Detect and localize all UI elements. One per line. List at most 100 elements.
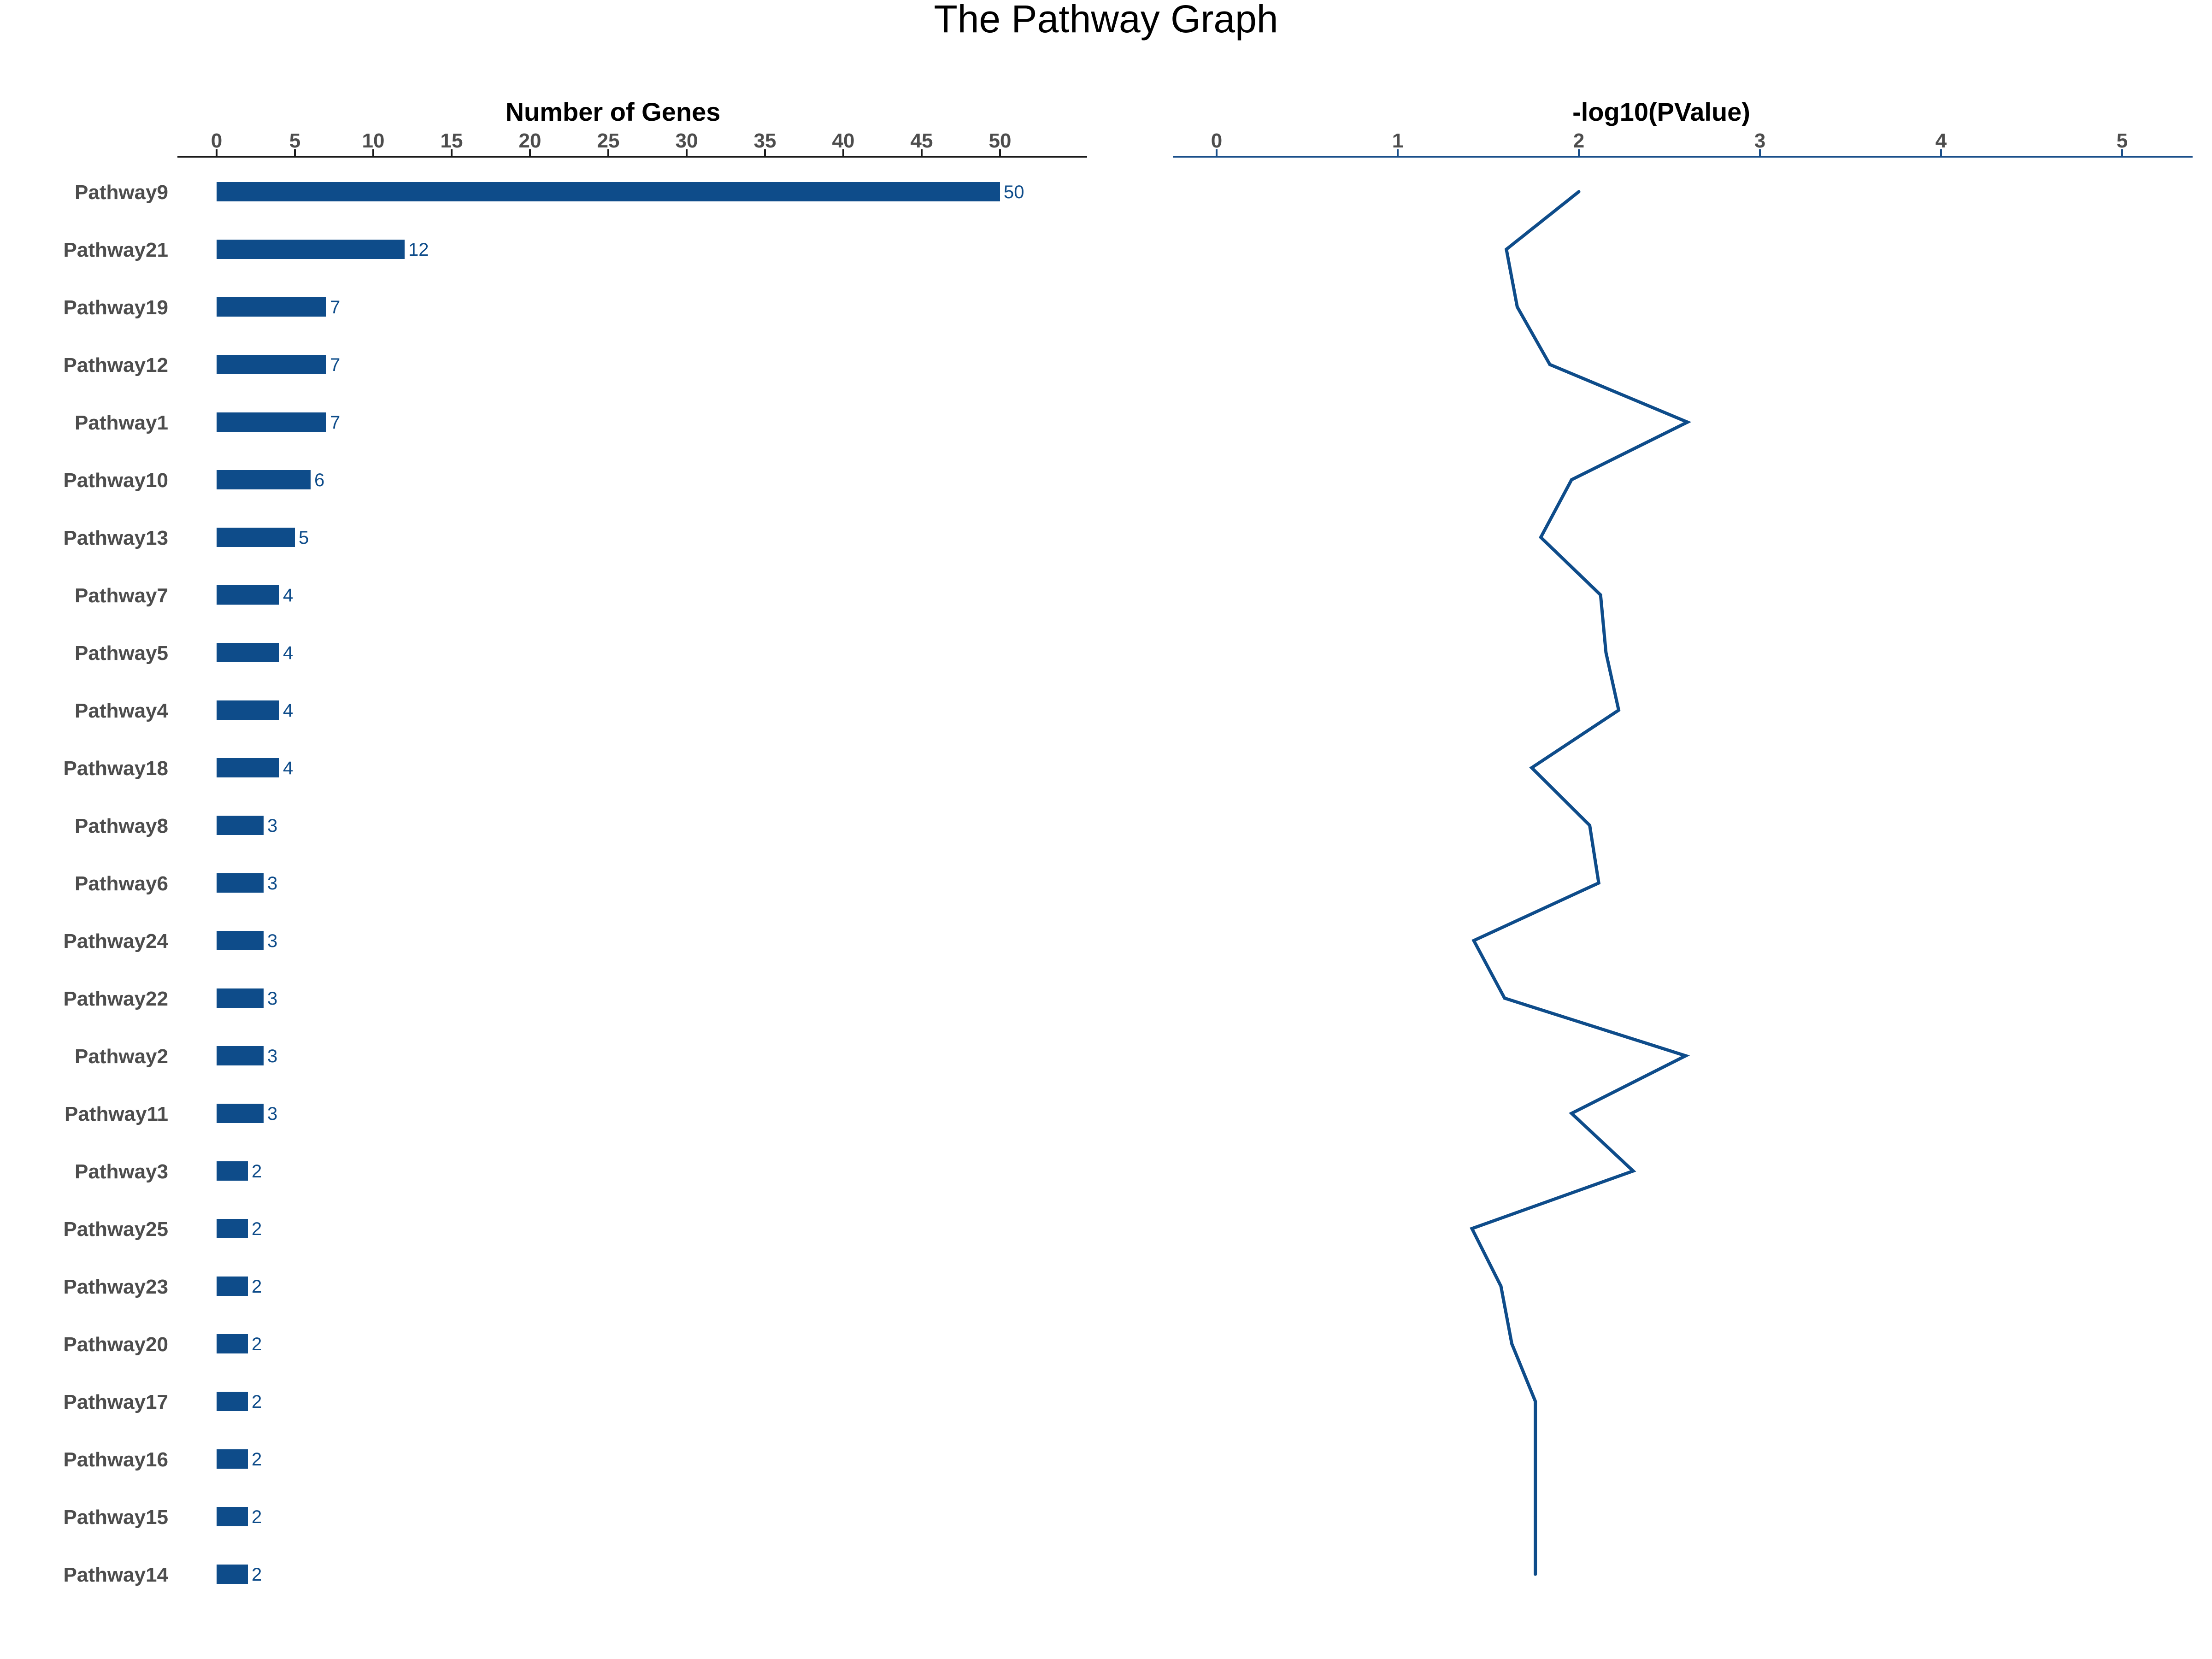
pvalue-point xyxy=(1499,1284,1503,1288)
category-label: Pathway7 xyxy=(75,584,168,607)
category-label: Pathway19 xyxy=(64,296,168,319)
bar-data-label: 12 xyxy=(408,240,429,260)
bar-data-label: 6 xyxy=(314,470,324,490)
bar-data-label: 3 xyxy=(267,988,277,1009)
bar-data-label: 2 xyxy=(252,1161,262,1182)
bar xyxy=(217,585,279,605)
pvalue-point xyxy=(1631,1169,1635,1173)
bar-data-label: 3 xyxy=(267,816,277,836)
bar-x-tick-label: 45 xyxy=(911,129,933,152)
bar-data-label: 2 xyxy=(252,1334,262,1354)
line-x-tick-label: 5 xyxy=(2117,129,2128,152)
category-label: Pathway24 xyxy=(64,930,169,953)
category-label: Pathway5 xyxy=(75,642,168,665)
bar xyxy=(217,988,264,1008)
bar-x-tick-label: 20 xyxy=(519,129,541,152)
pvalue-point xyxy=(1534,1515,1537,1518)
line-panel: 0 1 2 3 4 5 xyxy=(1173,129,2193,1576)
bar-data-label: 3 xyxy=(267,1046,277,1066)
bar xyxy=(217,470,311,489)
bar xyxy=(217,873,264,893)
pvalue-point xyxy=(1577,190,1581,194)
bar-data-label: 4 xyxy=(283,643,293,663)
bar-x-tick-label: 30 xyxy=(676,129,698,152)
category-label: Pathway2 xyxy=(75,1045,168,1068)
bar xyxy=(217,412,326,432)
pvalue-point xyxy=(1539,535,1542,539)
category-label: Pathway8 xyxy=(75,815,168,837)
bar-x-tick-label: 5 xyxy=(289,129,300,152)
line-x-tick-label: 3 xyxy=(1754,129,1765,152)
category-label: Pathway13 xyxy=(64,527,168,549)
category-label: Pathway10 xyxy=(64,469,168,492)
pvalue-point xyxy=(1570,478,1573,482)
bar-data-label: 2 xyxy=(252,1219,262,1239)
bar xyxy=(217,1334,248,1353)
pvalue-point xyxy=(1597,881,1600,885)
pvalue-point xyxy=(1470,1227,1474,1230)
category-label: Pathway12 xyxy=(64,354,168,377)
pvalue-point xyxy=(1617,708,1620,712)
category-label: Pathway1 xyxy=(75,412,168,434)
category-label: Pathway9 xyxy=(75,181,168,204)
bar-data-label: 3 xyxy=(267,873,277,894)
bar xyxy=(217,816,264,835)
bar-data-label: 2 xyxy=(252,1449,262,1470)
pvalue-point xyxy=(1515,305,1519,309)
category-label: Pathway4 xyxy=(75,700,169,722)
category-label: Pathway15 xyxy=(64,1506,168,1529)
category-label: Pathway14 xyxy=(64,1564,169,1586)
line-x-tick-label: 1 xyxy=(1392,129,1403,152)
pvalue-point xyxy=(1505,247,1508,251)
pvalue-point xyxy=(1548,363,1552,366)
chart-title: The Pathway Graph xyxy=(934,0,1278,41)
bar-x-tick-label: 10 xyxy=(362,129,385,152)
bar xyxy=(217,355,326,374)
pvalue-point xyxy=(1686,420,1689,424)
line-x-tick-label: 0 xyxy=(1211,129,1222,152)
category-label: Pathway20 xyxy=(64,1333,168,1356)
bar xyxy=(217,1161,248,1181)
bar-data-label: 2 xyxy=(252,1392,262,1412)
bar-x-tick-label: 25 xyxy=(597,129,620,152)
bar xyxy=(217,1392,248,1411)
bar-data-label: 7 xyxy=(330,355,340,375)
bar xyxy=(217,1219,248,1238)
pvalue-point xyxy=(1503,996,1506,1000)
pvalue-point xyxy=(1530,766,1534,770)
bar-data-label: 2 xyxy=(252,1277,262,1297)
bar-x-tick-label: 0 xyxy=(211,129,222,152)
category-label: Pathway11 xyxy=(65,1103,168,1125)
bar xyxy=(217,240,405,259)
category-label: Pathway23 xyxy=(64,1276,168,1298)
bar xyxy=(217,931,264,950)
category-label: Pathway17 xyxy=(64,1391,168,1413)
bar-data-label: 3 xyxy=(267,1104,277,1124)
bar xyxy=(217,1507,248,1526)
bar-data-label: 4 xyxy=(283,585,293,606)
pvalue-point xyxy=(1510,1342,1514,1346)
line-x-tick-label: 2 xyxy=(1573,129,1584,152)
bar xyxy=(217,297,326,317)
bar-x-tick-label: 50 xyxy=(989,129,1012,152)
category-label: Pathway6 xyxy=(75,872,168,895)
bar xyxy=(217,1104,264,1123)
bar xyxy=(217,1277,248,1296)
bar-x-tick-label: 15 xyxy=(441,129,463,152)
bar xyxy=(217,643,279,662)
pvalue-point xyxy=(1472,939,1476,942)
pvalue-point xyxy=(1684,1054,1688,1058)
bar xyxy=(217,700,279,720)
bar-data-label: 2 xyxy=(252,1565,262,1585)
bar xyxy=(217,528,295,547)
category-label: Pathway3 xyxy=(75,1160,168,1183)
pvalue-point xyxy=(1570,1112,1573,1115)
line-panel-axis-title: -log10(PValue) xyxy=(1572,97,1750,126)
bar-panel-axis-title: Number of Genes xyxy=(506,97,721,126)
bar xyxy=(217,758,279,777)
bar-data-label: 7 xyxy=(330,412,340,433)
bar-data-label: 4 xyxy=(283,700,293,721)
pvalue-point xyxy=(1599,593,1602,597)
